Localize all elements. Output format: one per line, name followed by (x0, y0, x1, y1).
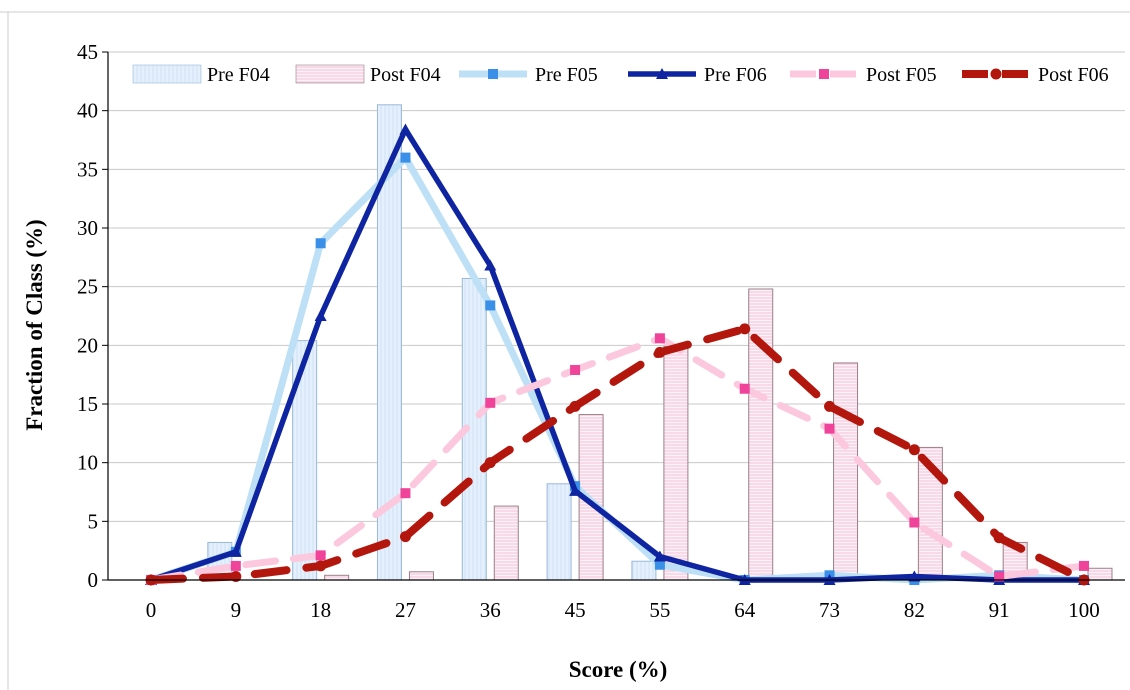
legend: Pre F04 Post F04 Pre F05 Pre F06 Post F05 Pos… (132, 64, 1109, 86)
y-tick-label: 10 (77, 451, 98, 475)
point-post-f06 (315, 560, 327, 572)
point-post-f06 (569, 400, 581, 412)
y-axis-title: Fraction of Class (%) (22, 219, 47, 430)
point-post-f06 (484, 457, 496, 469)
bar-pre-f04 (631, 560, 657, 581)
point-post-f05 (230, 560, 241, 571)
axes: 0 5 10 15 20 25 30 35 40 45 0 9 18 27 36 45 55 64 73 82 91 10… (77, 40, 1125, 622)
legend-label: Pre F04 (207, 64, 270, 86)
bar-post-f04 (324, 574, 350, 581)
line-post-f06 (147, 324, 1088, 584)
point-post-f06 (739, 323, 751, 335)
point-pre-f06 (653, 550, 666, 562)
point-post-f05 (824, 423, 835, 434)
bar-post-f04 (493, 505, 519, 581)
legend-marker (819, 69, 829, 79)
line-series-layer (145, 123, 1090, 586)
bar-post-f04 (663, 346, 689, 581)
point-pre-f06 (908, 570, 921, 582)
point-pre-f06 (314, 310, 327, 321)
point-post-f05 (400, 488, 411, 499)
point-pre-f06 (569, 484, 582, 496)
point-post-f06 (230, 570, 242, 582)
x-tick-label: 55 (649, 598, 670, 622)
point-pre-f05 (485, 300, 496, 311)
point-post-f06 (908, 444, 920, 456)
y-tick-label: 5 (88, 509, 99, 533)
point-pre-f06 (484, 259, 497, 271)
bar-post-f04 (748, 288, 774, 581)
point-post-f06 (824, 400, 836, 412)
legend-label: Post F05 (866, 64, 937, 86)
y-tick-label: 15 (77, 392, 98, 416)
point-post-f06 (993, 532, 1005, 544)
point-pre-f05 (315, 238, 326, 249)
bar-post-f04 (1087, 567, 1113, 581)
x-tick-label: 82 (904, 598, 925, 622)
y-tick-label: 35 (77, 157, 98, 181)
point-post-f05 (570, 364, 581, 375)
line-post-f05 (147, 334, 1088, 584)
y-tick-label: 0 (88, 568, 99, 592)
x-tick-label: 9 (231, 598, 242, 622)
y-tick-label: 30 (77, 216, 98, 240)
x-tick-label: 18 (310, 598, 331, 622)
point-post-f05 (1079, 560, 1089, 571)
point-pre-f06 (399, 123, 412, 135)
x-tick-label: 64 (734, 598, 756, 622)
legend-marker (656, 68, 668, 79)
legend-label: Post F04 (370, 64, 441, 86)
y-tick-label: 40 (77, 99, 98, 123)
x-tick-label: 45 (565, 598, 586, 622)
x-tick-label: 73 (819, 598, 840, 622)
line-pre-f06 (148, 126, 1087, 583)
bar-post-f04 (833, 362, 859, 581)
legend-marker (488, 69, 498, 79)
x-tick-label: 0 (146, 598, 157, 622)
y-tick-label: 20 (77, 333, 98, 357)
legend-label: Post F06 (1038, 64, 1109, 86)
point-post-f05 (485, 397, 496, 408)
point-pre-f05 (400, 152, 411, 163)
legend-swatch-post-f04 (295, 64, 365, 84)
y-tick-label: 45 (77, 40, 98, 64)
point-pre-f06 (229, 545, 242, 557)
line-pre-f05 (147, 154, 1088, 584)
point-post-f05 (739, 383, 750, 394)
legend-marker (990, 68, 1002, 80)
x-tick-label: 27 (395, 598, 416, 622)
point-post-f05 (654, 333, 665, 344)
x-tick-label: 91 (989, 598, 1010, 622)
point-post-f05 (909, 517, 920, 528)
legend-swatch-pre-f04 (132, 64, 202, 84)
gridlines (0, 11, 1130, 690)
bar-post-f04 (408, 571, 434, 581)
x-tick-label: 36 (480, 598, 501, 622)
x-axis-title: Score (%) (569, 657, 668, 682)
point-post-f06 (654, 346, 666, 358)
point-post-f06 (399, 531, 411, 543)
legend-label: Pre F06 (704, 64, 767, 86)
point-post-f05 (994, 571, 1005, 582)
point-pre-f05 (654, 559, 665, 570)
legend-label: Pre F05 (535, 64, 598, 86)
bar-pre-f04 (546, 483, 572, 581)
y-tick-label: 25 (77, 275, 98, 299)
x-tick-label: 100 (1068, 598, 1100, 622)
point-post-f05 (315, 550, 326, 561)
